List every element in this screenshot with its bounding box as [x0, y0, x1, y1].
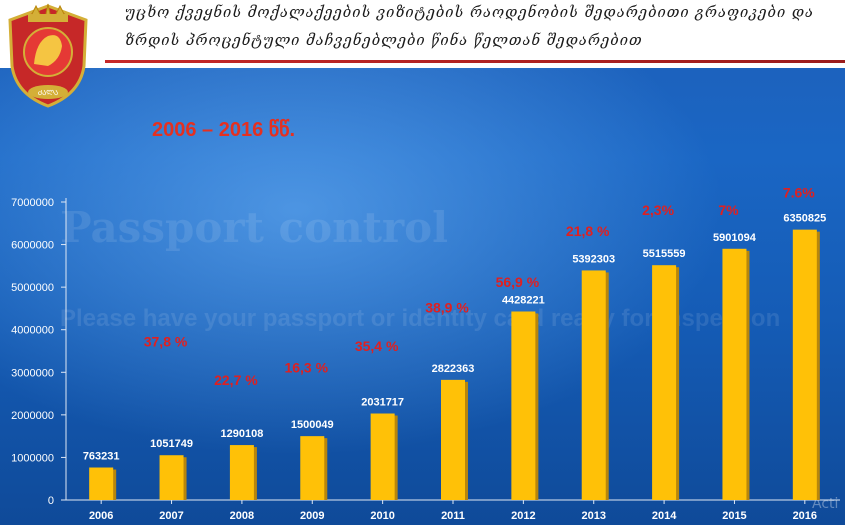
bar — [652, 265, 677, 500]
x-tick-label: 2011 — [441, 510, 465, 522]
header-bar — [0, 0, 845, 68]
bar-value-label: 1500049 — [291, 419, 334, 431]
growth-percent-label: 56,9 % — [496, 274, 540, 290]
bar-value-label: 1290108 — [220, 428, 263, 440]
bar — [370, 413, 395, 500]
y-tick-label: 2000000 — [11, 410, 54, 422]
growth-percent-label: 7% — [718, 202, 739, 218]
x-tick-label: 2014 — [652, 510, 677, 522]
y-tick-label: 0 — [48, 495, 54, 507]
page-title-line-2: ზრდის პროცენტული მაჩვენებლები წინა წელთა… — [125, 33, 643, 49]
bar — [722, 248, 747, 500]
bar-value-label: 5392303 — [572, 253, 615, 265]
bar — [511, 311, 536, 500]
georgia-coat-of-arms-icon: ᲫᲐᲚᲐ — [8, 3, 88, 108]
y-tick-label: 5000000 — [11, 282, 54, 294]
x-tick-label: 2009 — [300, 510, 324, 522]
growth-percent-label: 2,3% — [642, 202, 674, 218]
bar — [792, 229, 817, 501]
growth-percent-label: 22,7 % — [214, 372, 258, 388]
bar — [229, 445, 254, 500]
bar-value-label: 763231 — [83, 451, 120, 463]
x-tick-label: 2015 — [722, 510, 746, 522]
page-title-line-1: უცხო ქვეყნის მოქალაქეების ვიზიტების რაოდ… — [125, 5, 815, 21]
growth-percent-label: 7.6% — [783, 185, 815, 201]
y-tick-label: 4000000 — [11, 325, 54, 337]
bar-value-label: 5901094 — [713, 232, 757, 244]
y-tick-label: 1000000 — [11, 452, 54, 464]
bar — [159, 455, 184, 500]
x-tick-label: 2012 — [511, 510, 535, 522]
x-tick-label: 2006 — [89, 510, 113, 522]
growth-percent-label: 38,9 % — [425, 300, 469, 316]
bar-value-label: 4428221 — [502, 294, 545, 306]
x-tick-label: 2008 — [230, 510, 254, 522]
background-watermark-passport: Passport control — [60, 203, 449, 252]
header-divider — [105, 60, 845, 63]
bar-value-label: 1051749 — [150, 438, 193, 450]
growth-percent-label: 35,4 % — [355, 338, 399, 354]
growth-percent-label: 21,8 % — [566, 223, 610, 239]
bar — [441, 379, 465, 500]
bar-value-label: 5515559 — [643, 248, 686, 260]
bar-value-label: 2031717 — [361, 397, 404, 409]
x-tick-label: 2010 — [370, 510, 394, 522]
bar-value-label: 2822363 — [432, 363, 475, 375]
bar — [300, 436, 325, 500]
y-tick-label: 6000000 — [11, 240, 54, 252]
year-range-label: 2006 – 2016 წწ. — [152, 119, 296, 141]
bar-value-label: 6350825 — [783, 213, 826, 225]
growth-percent-label: 16,3 % — [284, 359, 328, 375]
x-tick-label: 2016 — [793, 510, 817, 522]
emblem-motto: ᲫᲐᲚᲐ — [38, 89, 58, 97]
y-tick-label: 7000000 — [11, 197, 54, 209]
y-tick-label: 3000000 — [11, 367, 54, 379]
bar — [89, 467, 114, 500]
bar — [581, 270, 606, 500]
growth-percent-label: 37,8 % — [144, 334, 188, 350]
x-tick-label: 2013 — [581, 510, 605, 522]
x-tick-label: 2007 — [159, 510, 183, 522]
